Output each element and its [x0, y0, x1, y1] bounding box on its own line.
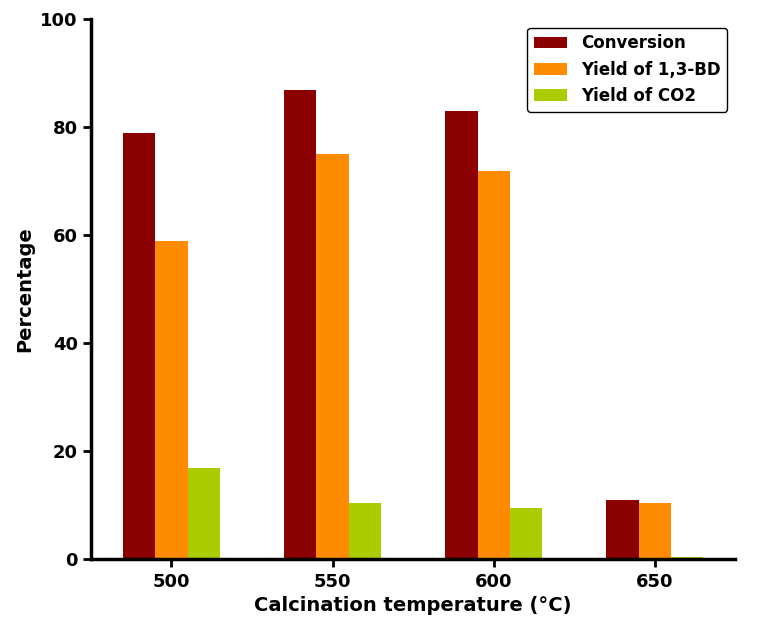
Bar	[606, 500, 638, 559]
Bar	[123, 132, 155, 559]
X-axis label: Calcination temperature (°C): Calcination temperature (°C)	[255, 596, 572, 615]
Bar	[509, 508, 542, 559]
Bar	[478, 170, 509, 559]
Bar	[445, 111, 478, 559]
Bar	[349, 503, 381, 559]
Bar	[155, 240, 188, 559]
Bar	[317, 154, 349, 559]
Legend: Conversion, Yield of 1,3-BD, Yield of CO2: Conversion, Yield of 1,3-BD, Yield of CO…	[528, 28, 727, 112]
Bar	[638, 503, 671, 559]
Bar	[671, 557, 703, 559]
Bar	[284, 89, 317, 559]
Y-axis label: Percentage: Percentage	[16, 226, 35, 352]
Bar	[187, 467, 220, 559]
